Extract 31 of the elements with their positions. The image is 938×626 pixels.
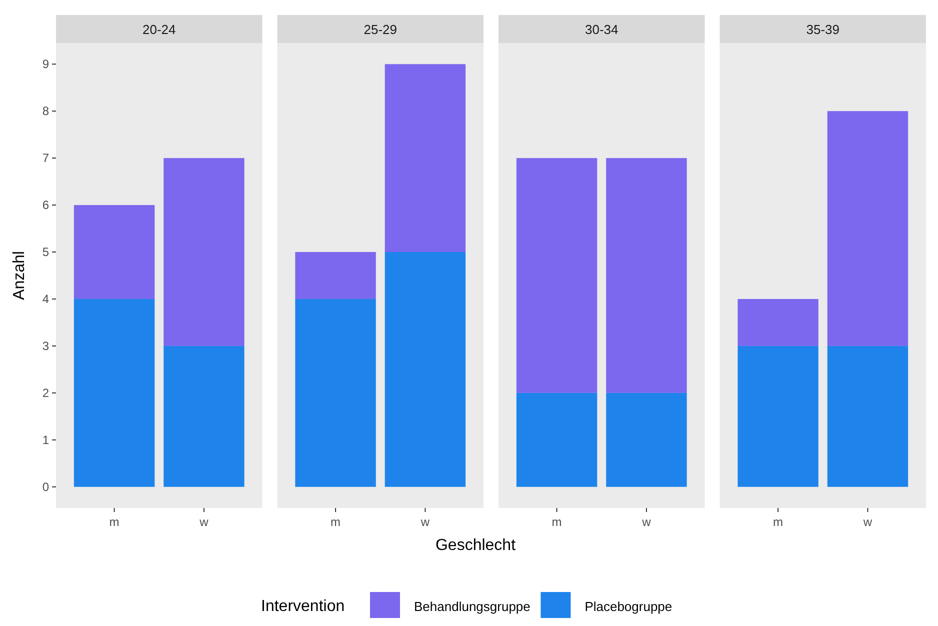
chart-title: 35-39	[806, 22, 840, 37]
chart-title: 20-24	[142, 22, 176, 37]
y-tick-label: 8	[42, 104, 50, 118]
bar	[74, 298, 155, 487]
y-tick-label: 0	[42, 480, 50, 494]
y-tick-label: 9	[42, 57, 50, 72]
y-tick-label: 4	[42, 292, 50, 306]
x-tick-label: w	[641, 515, 652, 529]
x-tick-label: m	[552, 515, 562, 529]
y-tick-label: 3	[42, 338, 50, 353]
bar	[164, 158, 244, 346]
y-tick-label: 5	[42, 245, 50, 260]
x-tick-label: m	[109, 515, 120, 529]
y-axis-title: Anzahl	[11, 251, 28, 300]
legend-label: Placebogruppe	[584, 599, 672, 614]
x-tick-label: w	[420, 515, 430, 529]
legend-label: Behandlungsgruppe	[414, 599, 530, 614]
x-axis-title: Geschlecht	[435, 537, 516, 554]
chart-title: 30-34	[585, 22, 618, 37]
y-tick-label: 1	[42, 432, 50, 447]
y-tick-label: 6	[42, 198, 50, 212]
bar	[164, 346, 244, 487]
chart-title: 25-29	[364, 22, 397, 37]
y-tick-label: 2	[42, 386, 50, 400]
x-tick-label: w	[198, 515, 209, 529]
bar	[74, 205, 155, 299]
x-tick-label: m	[773, 515, 784, 529]
x-tick-label: w	[862, 515, 872, 529]
legend-title: Intervention	[261, 598, 345, 615]
x-tick-label: m	[330, 515, 341, 529]
y-tick-label: 7	[42, 151, 50, 166]
